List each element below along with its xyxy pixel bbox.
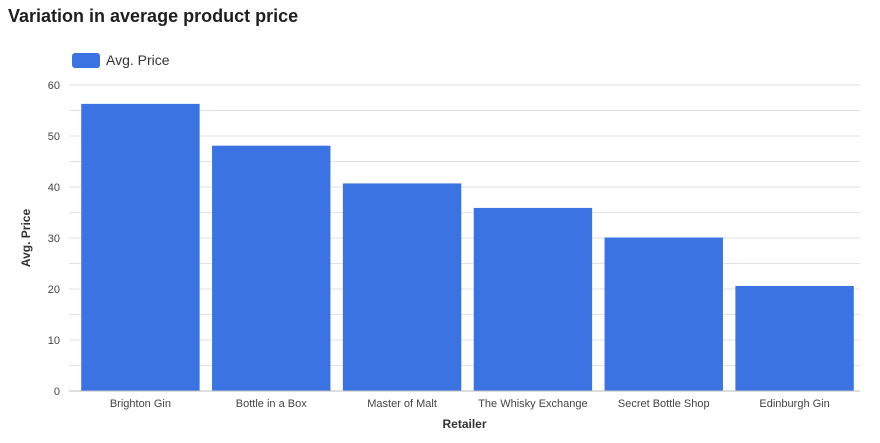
bar[interactable]: [342, 183, 462, 391]
bar[interactable]: [604, 237, 723, 391]
x-tick-label: Bottle in a Box: [236, 398, 307, 410]
x-tick-label: The Whisky Exchange: [478, 398, 587, 410]
y-tick-label: 60: [48, 80, 60, 92]
bar[interactable]: [735, 285, 854, 391]
y-axis-ticks: 0 10 20 30 40 50 60: [48, 80, 60, 398]
x-tick-label: Brighton Gin: [110, 398, 171, 410]
legend-label: Avg. Price: [106, 52, 170, 68]
x-tick-label: Secret Bottle Shop: [618, 398, 710, 410]
y-axis-title: Avg. Price: [19, 209, 33, 268]
x-axis-ticks: Brighton Gin Bottle in a Box Master of Mal…: [110, 398, 830, 410]
y-tick-label: 30: [48, 233, 60, 245]
y-tick-label: 50: [48, 131, 60, 143]
x-tick-label: Edinburgh Gin: [759, 398, 829, 410]
legend[interactable]: Avg. Price: [72, 52, 170, 68]
x-tick-label: Master of Malt: [367, 398, 437, 410]
y-tick-label: 40: [48, 182, 60, 194]
y-tick-label: 10: [48, 335, 60, 347]
x-axis-title: Retailer: [442, 417, 486, 431]
bars: [81, 103, 854, 392]
bar[interactable]: [212, 145, 331, 391]
bar[interactable]: [473, 207, 593, 391]
y-tick-label: 20: [48, 284, 60, 296]
legend-swatch: [72, 52, 100, 68]
chart-title: Variation in average product price: [8, 6, 299, 26]
bar[interactable]: [81, 103, 200, 392]
y-tick-label: 0: [54, 386, 60, 398]
